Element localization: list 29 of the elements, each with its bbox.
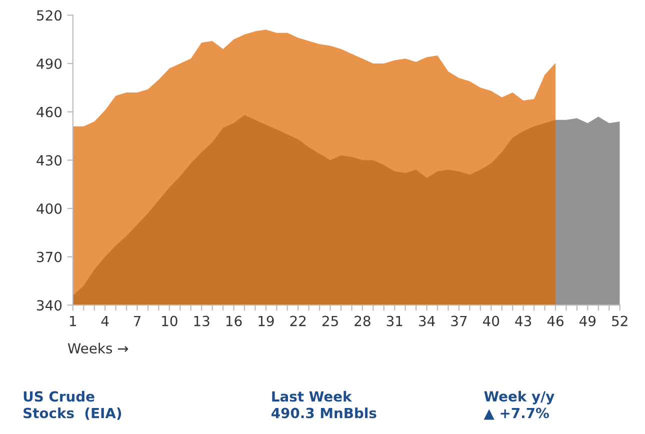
text: Week y/y ▲ +7.7% bbox=[484, 390, 554, 420]
text: Last Week 490.3 MnBbls bbox=[272, 390, 376, 418]
x-tick-label: 28 bbox=[354, 316, 370, 326]
x-tick-label: 49 bbox=[580, 316, 596, 326]
x-axis-title: Weeks → bbox=[68, 342, 128, 354]
x-tick-label: 1 bbox=[70, 316, 76, 326]
x-tick-label: 7 bbox=[134, 316, 140, 326]
y-tick-label: 340 bbox=[37, 300, 62, 311]
x-tick-label: 10 bbox=[162, 316, 178, 326]
x-tick-label: 46 bbox=[547, 316, 564, 326]
text: US Crude Stocks (EIA) bbox=[24, 390, 122, 420]
y-tick-label: 520 bbox=[37, 10, 62, 21]
x-tick-label: 40 bbox=[482, 316, 500, 326]
x-tick-label: 16 bbox=[226, 316, 242, 326]
x-tick-label: 19 bbox=[258, 316, 274, 326]
x-tick-label: 22 bbox=[290, 316, 306, 326]
x-tick-label: 31 bbox=[386, 316, 402, 326]
y-tick-label: 490 bbox=[36, 58, 62, 69]
x-tick-label: 37 bbox=[451, 316, 467, 326]
y-tick-label: 400 bbox=[36, 203, 62, 214]
x-tick-label: 4 bbox=[101, 316, 109, 326]
y-tick-label: 460 bbox=[36, 106, 62, 118]
y-tick-label: 430 bbox=[36, 155, 62, 166]
x-tick-label: 52 bbox=[612, 316, 628, 326]
y-tick-label: 370 bbox=[37, 252, 62, 262]
x-tick-label: 13 bbox=[194, 316, 210, 326]
x-tick-label: 25 bbox=[322, 316, 338, 326]
x-tick-label: 43 bbox=[515, 316, 532, 326]
x-tick-label: 34 bbox=[419, 316, 435, 326]
